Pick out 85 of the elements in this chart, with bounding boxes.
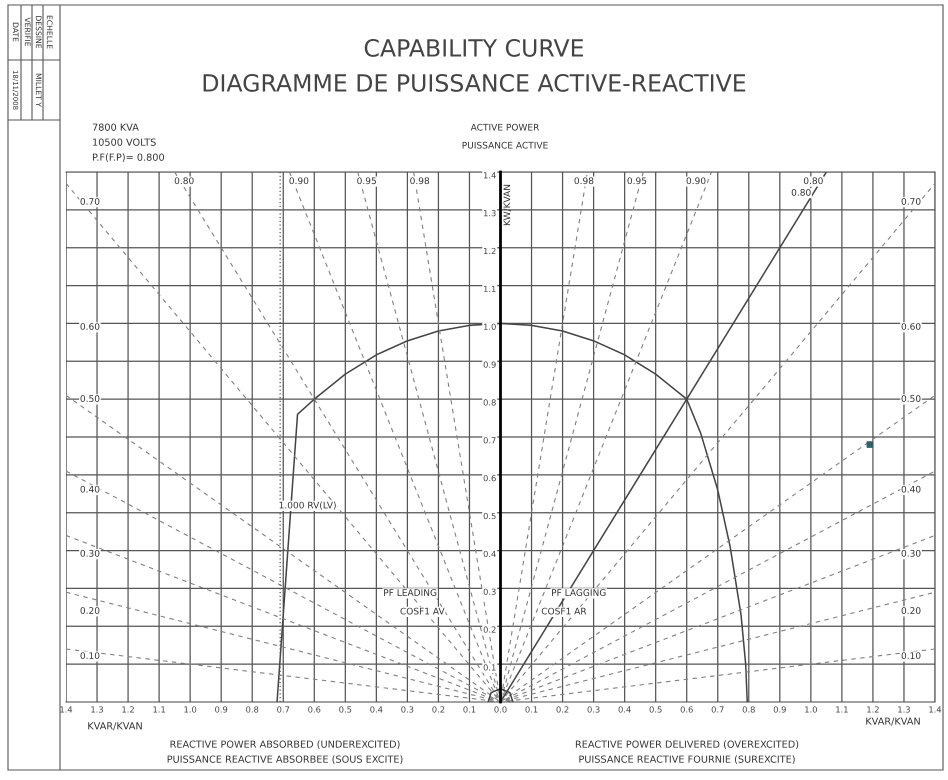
annotation: 0.30 <box>80 550 100 557</box>
x-tick-label: 0.7 <box>277 706 290 713</box>
text: P.F(F.P)= 0.800 <box>92 153 164 162</box>
x-tick-label: 0.9 <box>215 706 228 713</box>
annotation: 0.40 <box>80 486 100 493</box>
text: REACTIVE POWER ABSORBED (UNDEREXCITED) <box>170 740 400 749</box>
annotation: 1.000 RV(LV) <box>280 502 336 510</box>
annotation: PF LAGGING <box>552 589 606 596</box>
y-tick-label: 0.7 <box>484 437 496 444</box>
y-tick-label: 0.4 <box>484 550 496 558</box>
annotation: COSF1 AR <box>542 608 586 615</box>
x-tick-label: 1.1 <box>836 706 848 712</box>
x-tick-label: 1.2 <box>122 706 134 712</box>
annotation: 0.70 <box>902 198 920 205</box>
annotation: 0.90 <box>289 177 308 184</box>
annotation: 0.90 <box>686 177 706 184</box>
x-tick-label: 1.1 <box>153 706 165 712</box>
x-tick-label: 1.4 <box>60 706 72 712</box>
x-tick-label: 0.6 <box>308 706 320 713</box>
annotation: 0.30 <box>902 550 920 557</box>
x-tick-label: 0.8 <box>742 706 755 713</box>
annotation: COSF1 AV <box>400 608 445 615</box>
annotation: PF LEADING <box>384 589 436 596</box>
annotation: 0.40 <box>902 486 920 493</box>
annotation: 0.95 <box>627 177 646 184</box>
x-tick-label: 1.0 <box>184 706 196 713</box>
annotation: 0.95 <box>357 177 376 184</box>
text: ACTIVE POWER <box>470 124 540 131</box>
x-tick-label: 0.5 <box>650 706 662 713</box>
x-tick-label: 0.4 <box>618 706 631 713</box>
annotation: 0.80 <box>174 177 194 184</box>
x-tick-label: 0.4 <box>370 706 383 713</box>
annotation: 0.60 <box>80 323 100 330</box>
annotation: 0.10 <box>80 652 100 660</box>
y-tick-label: 1.0 <box>484 324 496 330</box>
x-tick-label: 0.0 <box>494 706 507 713</box>
text: KVAR/KVAN <box>866 718 920 726</box>
chart-subtitle: DIAGRAMME DE PUISSANCE ACTIVE-REACTIVE <box>204 74 746 92</box>
x-tick-label: 0.2 <box>556 706 568 713</box>
annotation: 0.98 <box>410 177 430 184</box>
chart-title: CAPABILITY CURVE <box>364 38 584 57</box>
text: PUISSANCE ACTIVE <box>462 142 548 149</box>
y-tick-label: 0.1 <box>484 664 496 671</box>
x-tick-label: 0.3 <box>588 706 600 713</box>
y-tick-label: 0.9 <box>484 361 496 368</box>
x-tick-label: 1.0 <box>805 706 817 713</box>
annotation: 0.70 <box>80 198 100 205</box>
annotation: 0.50 <box>902 395 920 402</box>
annotation: 0.20 <box>902 607 920 614</box>
x-tick-label: 0.2 <box>432 706 444 713</box>
text: PUISSANCE REACTIVE FOURNIE (SUREXCITE) <box>579 755 795 764</box>
x-tick-label: 1.3 <box>898 706 910 713</box>
text: 7800 KVA <box>92 123 139 131</box>
y-tick-label: 1.1 <box>484 286 496 292</box>
y-tick-label: 0.8 <box>484 399 496 406</box>
y-axis-title: KW/KVAN <box>504 184 511 226</box>
annotation: 0.10 <box>902 652 920 660</box>
x-tick-label: 0.9 <box>774 706 786 713</box>
y-tick-label: 1.4 <box>484 172 496 178</box>
annotation: 0.20 <box>80 607 100 614</box>
text: 10500 VOLTS <box>93 138 156 146</box>
annotation: 0.50 <box>80 395 100 402</box>
y-tick-label: 0.6 <box>484 475 496 482</box>
x-tick-label: 1.4 <box>929 706 942 712</box>
y-tick-label: 0.3 <box>484 588 496 595</box>
annotation: 0.60 <box>902 323 920 330</box>
x-tick-label: 0.3 <box>401 706 414 713</box>
annotation: 0.80 <box>804 177 823 184</box>
annotation: 0.98 <box>574 177 594 184</box>
y-tick-label: 0.2 <box>484 626 496 633</box>
x-tick-label: 0.1 <box>525 706 538 713</box>
y-tick-label: 1.2 <box>484 248 496 254</box>
x-tick-label: 0.8 <box>246 706 258 713</box>
y-tick-label: 1.3 <box>484 210 496 216</box>
text: REACTIVE POWER DELIVERED (OVEREXCITED) <box>576 740 798 749</box>
x-tick-label: 0.7 <box>712 706 724 713</box>
y-tick-label: 0.5 <box>484 512 496 520</box>
x-tick-label: 0.5 <box>339 706 352 713</box>
x-tick-label: 0.6 <box>680 706 693 713</box>
x-axis-title: KVAR/KVAN <box>88 722 142 730</box>
x-tick-label: 0.1 <box>463 706 476 713</box>
x-tick-label: 1.3 <box>91 706 103 713</box>
annotation: 0.80 <box>792 188 811 196</box>
text: PUISSANCE REACTIVE ABSORBEE (SOUS EXCITE) <box>168 755 402 764</box>
x-tick-label: 1.2 <box>867 706 879 712</box>
